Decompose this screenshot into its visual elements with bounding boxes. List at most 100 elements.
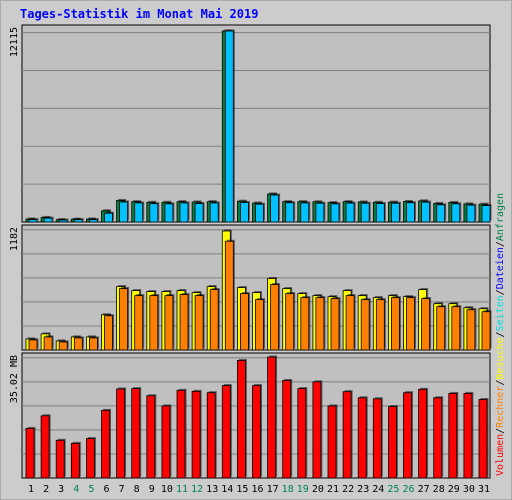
bar-dateien-day-16 xyxy=(255,203,264,223)
bar-dateien-day-7 xyxy=(119,201,128,223)
bar-dateien-day-19 xyxy=(300,202,310,223)
bar-volumen-day-27 xyxy=(418,388,428,479)
chart-title: Tages-Statistik im Monat Mai 2019 xyxy=(20,7,259,21)
bar-rechner-day-1 xyxy=(28,339,38,351)
x-tick-label: 7 xyxy=(119,484,125,495)
x-tick-label: 16 xyxy=(251,484,263,495)
bar-rechner-day-21 xyxy=(330,298,340,351)
bar-rechner-day-31 xyxy=(481,311,491,351)
y-axis-max-label: 1182 xyxy=(9,227,20,251)
bar-rechner-day-26 xyxy=(406,297,415,351)
bar-dateien-day-18 xyxy=(285,202,295,223)
bar-dateien-day-28 xyxy=(436,204,446,223)
x-tick-label: 10 xyxy=(161,484,173,495)
bar-dateien-day-3 xyxy=(58,219,68,223)
legend-item: Volumen xyxy=(495,434,506,476)
bar-rechner-day-24 xyxy=(375,299,385,351)
x-tick-label: 3 xyxy=(58,484,64,495)
bar-dateien-day-10 xyxy=(164,203,174,223)
bar-dateien-day-31 xyxy=(481,205,491,223)
bar-rechner-day-20 xyxy=(315,297,325,351)
bar-rechner-day-18 xyxy=(285,293,295,351)
legend-item: / xyxy=(495,241,506,247)
x-tick-label: 29 xyxy=(448,484,460,495)
x-tick-label: 28 xyxy=(433,484,445,495)
bar-rechner-day-14 xyxy=(224,240,234,351)
bar-rechner-day-25 xyxy=(390,297,400,351)
x-tick-label: 18 xyxy=(282,484,294,495)
bar-dateien-day-11 xyxy=(179,202,189,223)
x-tick-label: 1 xyxy=(28,484,34,495)
x-tick-label: 11 xyxy=(176,484,188,495)
bar-dateien-day-15 xyxy=(239,202,249,223)
bar-volumen-day-29 xyxy=(448,392,458,479)
bar-volumen-day-31 xyxy=(478,399,488,479)
bar-dateien-day-5 xyxy=(89,219,98,223)
bar-dateien-day-14 xyxy=(224,30,234,223)
bar-volumen-day-30 xyxy=(463,392,473,479)
bar-volumen-day-15 xyxy=(236,360,246,479)
y-axis-max-label: 12115 xyxy=(9,27,20,57)
x-tick-label: 13 xyxy=(206,484,218,495)
bar-dateien-day-24 xyxy=(375,203,385,223)
bar-dateien-day-22 xyxy=(345,202,355,223)
x-tick-label: 19 xyxy=(297,484,309,495)
bar-volumen-day-2 xyxy=(40,415,50,479)
x-tick-label: 17 xyxy=(267,484,279,495)
x-tick-label: 15 xyxy=(236,484,248,495)
legend-item: Besuche xyxy=(495,337,506,379)
legend-item: / xyxy=(495,428,506,434)
bar-rechner-day-16 xyxy=(255,299,264,351)
bar-dateien-day-21 xyxy=(330,203,340,223)
bar-rechner-day-15 xyxy=(239,293,249,351)
bar-volumen-day-21 xyxy=(327,405,337,479)
x-tick-label: 6 xyxy=(103,484,109,495)
bar-volumen-day-25 xyxy=(387,406,397,479)
x-tick-label: 5 xyxy=(88,484,94,495)
bar-volumen-day-12 xyxy=(191,390,201,479)
bar-rechner-day-2 xyxy=(43,336,53,351)
y-axis-max-label: 35.02 MB xyxy=(9,355,20,403)
bar-dateien-day-30 xyxy=(466,204,476,223)
bar-volumen-day-14 xyxy=(221,385,231,479)
bar-volumen-day-11 xyxy=(176,389,186,479)
bar-rechner-day-22 xyxy=(345,295,355,351)
bar-volumen-day-8 xyxy=(131,388,141,479)
x-tick-label: 31 xyxy=(478,484,490,495)
bar-volumen-day-19 xyxy=(297,388,307,479)
bar-volumen-day-13 xyxy=(206,392,216,479)
bar-volumen-day-23 xyxy=(357,397,367,479)
bar-rechner-day-9 xyxy=(149,295,159,351)
bar-rechner-day-6 xyxy=(104,315,113,351)
bar-volumen-day-3 xyxy=(55,439,65,479)
bar-dateien-day-20 xyxy=(315,202,325,223)
bar-rechner-day-7 xyxy=(119,288,128,351)
bar-volumen-day-26 xyxy=(403,392,412,479)
bar-dateien-day-26 xyxy=(406,202,415,223)
legend-item: / xyxy=(495,331,506,337)
bar-volumen-day-24 xyxy=(372,398,382,479)
bar-volumen-day-28 xyxy=(433,397,443,479)
bar-rechner-day-19 xyxy=(300,297,310,351)
x-tick-label: 12 xyxy=(191,484,203,495)
bar-volumen-day-6 xyxy=(101,409,110,479)
bar-rechner-day-23 xyxy=(360,299,370,351)
bar-volumen-day-4 xyxy=(70,442,80,479)
bar-rechner-day-11 xyxy=(179,294,189,351)
bar-volumen-day-16 xyxy=(252,385,261,479)
bar-rechner-day-10 xyxy=(164,295,174,351)
x-tick-label: 4 xyxy=(73,484,79,495)
bar-dateien-day-2 xyxy=(43,217,53,223)
bar-rechner-day-28 xyxy=(436,306,446,351)
x-tick-label: 14 xyxy=(221,484,233,495)
bar-volumen-day-5 xyxy=(86,438,95,479)
bar-dateien-day-29 xyxy=(451,203,461,223)
x-tick-label: 22 xyxy=(342,484,354,495)
x-tick-label: 23 xyxy=(357,484,369,495)
bar-rechner-day-17 xyxy=(270,284,280,351)
bar-rechner-day-30 xyxy=(466,309,476,351)
bar-volumen-day-9 xyxy=(146,395,156,479)
x-tick-label: 20 xyxy=(312,484,324,495)
bar-volumen-day-20 xyxy=(312,381,322,479)
